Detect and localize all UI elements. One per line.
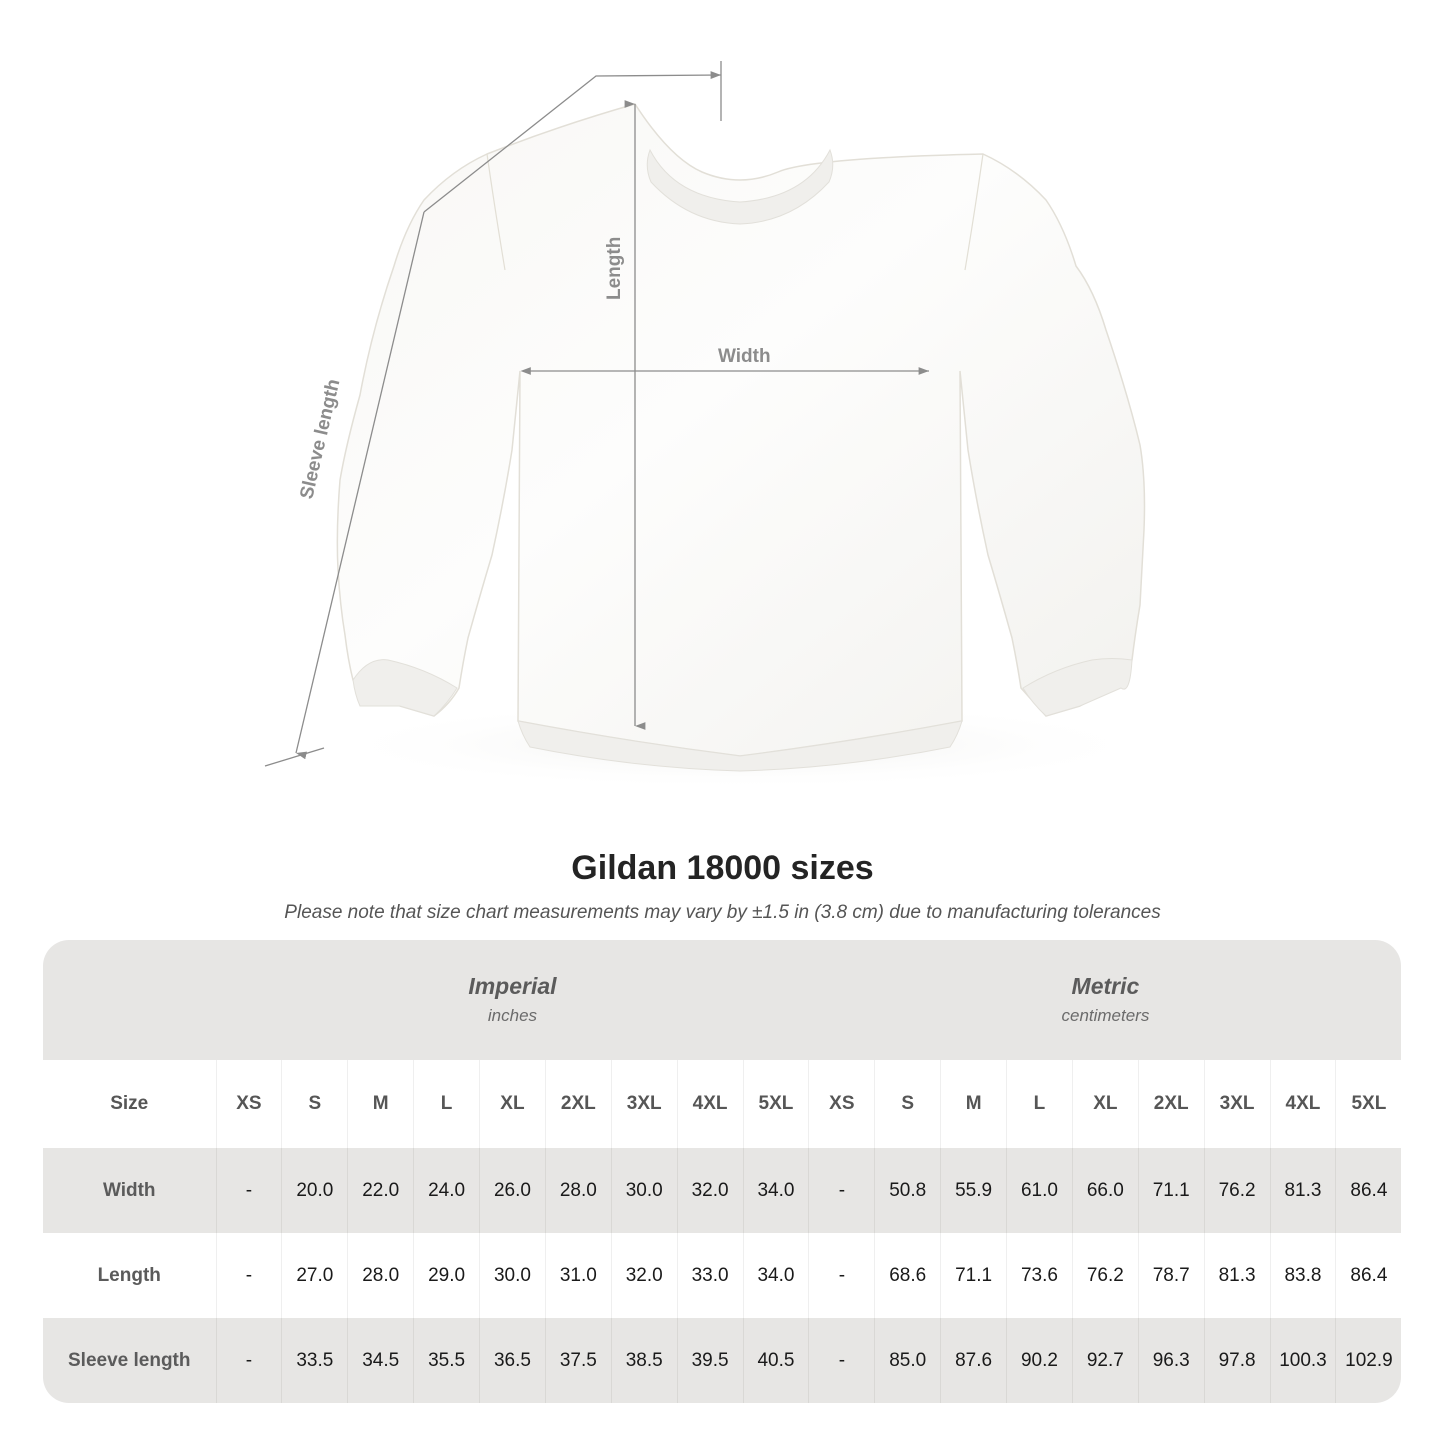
svg-text:Sleeve length: Sleeve length bbox=[296, 377, 344, 501]
svg-text:Length: Length bbox=[604, 237, 625, 300]
svg-text:Width: Width bbox=[718, 346, 771, 367]
